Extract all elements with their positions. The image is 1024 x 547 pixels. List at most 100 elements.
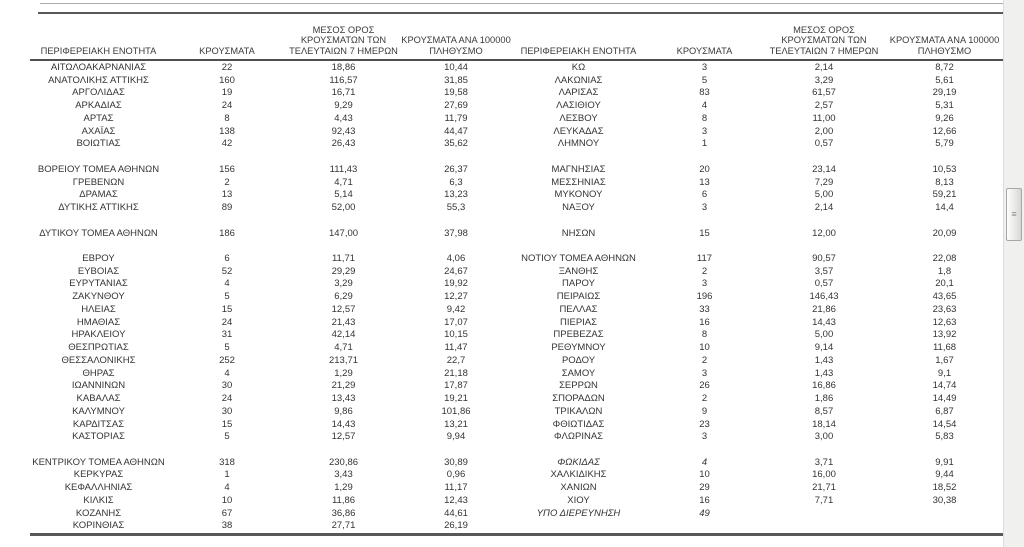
- avg7-cell: 12,57: [331, 303, 356, 315]
- per100k-cell: 29,19: [932, 87, 957, 99]
- region-cell: ΛΗΜΝΟΥ: [557, 138, 600, 150]
- avg7-cell: 5,14: [334, 189, 353, 201]
- table-row: ΔΡΑΜΑΣ 13 5,14 13,23 ΜΥΚΟΝΟΥ 6 5,00 59,21: [30, 189, 1005, 202]
- cases-cell: 33: [699, 303, 710, 315]
- cases-cell: 6: [224, 252, 230, 264]
- cases-cell: 160: [219, 74, 235, 86]
- per100k-cell: 30,89: [444, 456, 468, 468]
- avg7-cell: 11,71: [331, 252, 356, 264]
- scrollbar-thumb[interactable]: ≡: [1006, 188, 1022, 241]
- per100k-cell: [400, 151, 512, 164]
- region-cell: ΚΑΒΑΛΑΣ: [76, 393, 121, 405]
- table-row: ΖΑΚΥΝΘΟΥ 5 6,29 12,27 ΠΕΙΡΑΙΩΣ 196 146,43 43,65: [30, 291, 1005, 304]
- per100k-cell: 35,62: [444, 138, 468, 150]
- table-row: ΓΡΕΒΕΝΩΝ 2 4,71 6,3 ΜΕΣΣΗΝΙΑΣ 13 7,29 8,13: [30, 177, 1005, 190]
- per100k-cell: 9,44: [935, 469, 954, 481]
- table-body: ΑΙΤΩΛΟΑΚΑΡΝΑΝΙΑΣ 22 18,86 10,44 ΚΩ 3 2,14 8,72 Α…: [30, 60, 1005, 537]
- per100k-cell: 19,92: [444, 278, 468, 290]
- table-row: ΕΒΡΟΥ 6 11,71 4,06 ΝΟΤΙΟΥ ΤΟΜΕΑ ΑΘΗΝΩΝ 117 90,…: [30, 253, 1005, 266]
- region-cell: ΠΡΕΒΕΖΑΣ: [553, 329, 604, 341]
- avg7-cell: 1,29: [334, 367, 353, 379]
- per100k-cell: 11,68: [932, 342, 957, 354]
- region-cell: ΘΕΣΣΑΛΟΝΙΚΗΣ: [61, 354, 136, 366]
- per100k-cell: 20,1: [935, 278, 954, 290]
- col-header-per100k-left: ΚΡΟΥΣΜΑΤΑ ΑΝΑ 100000 ΠΛΗΘΥΣΜΟ: [400, 18, 512, 61]
- table-row: ΚΕΦΑΛΛΗΝΙΑΣ 4 1,29 11,17 ΧΑΝΙΩΝ 29 21,71 18,52: [30, 482, 1005, 495]
- region-cell: ΛΕΣΒΟΥ: [559, 112, 598, 124]
- cases-cell: 23: [699, 418, 710, 430]
- cases-cell: 29: [699, 482, 710, 494]
- region-cell: ΑΡΓΟΛΙΔΑΣ: [72, 87, 125, 99]
- per100k-cell: 12,66: [932, 125, 957, 137]
- region-cell: ΝΟΤΙΟΥ ΤΟΜΕΑ ΑΘΗΝΩΝ: [521, 252, 636, 264]
- per100k-cell: 11,17: [444, 482, 468, 494]
- table-row: ΚΙΛΚΙΣ 10 11,86 12,43 ΧΙΟΥ 16 7,71 30,38: [30, 495, 1005, 508]
- per100k-cell: 37,98: [444, 227, 468, 239]
- avg7-cell: 16,71: [331, 87, 356, 99]
- region-cell: ΔΡΑΜΑΣ: [79, 189, 118, 201]
- region-cell: ΤΡΙΚΑΛΩΝ: [554, 405, 603, 417]
- avg7-cell: 1,86: [814, 393, 834, 405]
- avg7-cell: 0,57: [814, 138, 834, 150]
- table-row: ΕΥΒΟΙΑΣ 52 29,29 24,67 ΞΑΝΘΗΣ 2 3,57 1,8: [30, 266, 1005, 279]
- avg7-cell: 9,86: [334, 405, 353, 417]
- per100k-cell: 44,61: [444, 507, 468, 519]
- avg7-cell: 3,71: [814, 456, 834, 468]
- header-row: ΠΕΡΙΦΕΡΕΙΑΚΗ ΕΝΟΤΗΤΑ ΚΡΟΥΣΜΑΤΑ ΜΕΣΟΣ ΟΡΟ…: [30, 18, 1005, 61]
- cases-table-container: ΠΕΡΙΦΕΡΕΙΑΚΗ ΕΝΟΤΗΤΑ ΚΡΟΥΣΜΑΤΑ ΜΕΣΟΣ ΟΡΟ…: [30, 18, 1005, 537]
- cases-cell: 4: [224, 482, 230, 494]
- table-row: ΑΧΑΪΑΣ 138 92,43 44,47 ΛΕΥΚΑΔΑΣ 3 2,00 12,66: [30, 126, 1005, 139]
- header-rule-thick: [38, 12, 1004, 14]
- vertical-scrollbar[interactable]: ≡: [1003, 0, 1024, 547]
- cases-cell: [645, 444, 764, 457]
- avg7-cell: 11,86: [331, 494, 356, 506]
- avg7-cell: 21,43: [331, 316, 356, 328]
- region-cell: ΣΕΡΡΩΝ: [559, 380, 598, 392]
- table-row: ΘΕΣΣΑΛΟΝΙΚΗΣ 252 213,71 22,7 ΡΟΔΟΥ 2 1,43 1,67: [30, 355, 1005, 368]
- cases-cell: 67: [221, 507, 233, 519]
- avg7-cell: [764, 215, 884, 228]
- cases-cell: 19: [221, 87, 233, 99]
- per100k-cell: 12,27: [444, 291, 468, 303]
- avg7-cell: 52,00: [331, 202, 356, 214]
- avg7-cell: [287, 240, 400, 253]
- region-cell: ΑΝΑΤΟΛΙΚΗΣ ΑΤΤΙΚΗΣ: [48, 74, 149, 86]
- avg7-cell: 111,43: [329, 163, 358, 175]
- cases-cell: [167, 151, 287, 164]
- cases-cell: 52: [221, 265, 233, 277]
- cases-cell: 42: [221, 138, 233, 150]
- col-header-region-left: ΠΕΡΙΦΕΡΕΙΑΚΗ ΕΝΟΤΗΤΑ: [30, 18, 167, 61]
- region-cell: ΚΕΝΤΡΙΚΟΥ ΤΟΜΕΑ ΑΘΗΝΩΝ: [32, 456, 165, 468]
- table-row: ΘΗΡΑΣ 4 1,29 21,18 ΣΑΜΟΥ 3 1,43 9,1: [30, 368, 1005, 381]
- avg7-cell: 3,00: [814, 431, 834, 443]
- avg7-cell: 1,43: [814, 354, 834, 366]
- cases-cell: 24: [221, 316, 233, 328]
- cases-cell: 3: [701, 431, 708, 443]
- spacer-row: [30, 444, 1005, 457]
- per100k-cell: 14,74: [932, 380, 957, 392]
- col-header-avg7-right: ΜΕΣΟΣ ΟΡΟΣ ΚΡΟΥΣΜΑΤΩΝ ΤΩΝ ΤΕΛΕΥΤΑΙΩΝ 7 Η…: [764, 18, 884, 61]
- region-cell: [512, 151, 645, 164]
- avg7-cell: [764, 520, 884, 537]
- avg7-cell: 42,14: [331, 329, 356, 341]
- avg7-cell: 116,57: [329, 74, 358, 86]
- table-row: ΚΑΛΥΜΝΟΥ 30 9,86 101,86 ΤΡΙΚΑΛΩΝ 9 8,57 6,87: [30, 406, 1005, 419]
- region-cell: ΠΕΛΛΑΣ: [559, 303, 598, 315]
- avg7-cell: 3,29: [814, 74, 834, 86]
- region-cell: ΧΑΝΙΩΝ: [560, 482, 597, 494]
- table-row: ΗΛΕΙΑΣ 15 12,57 9,42 ΠΕΛΛΑΣ 33 21,86 23,63: [30, 304, 1005, 317]
- region-cell: ΗΛΕΙΑΣ: [81, 303, 116, 315]
- table-row: ΑΝΑΤΟΛΙΚΗΣ ΑΤΤΙΚΗΣ 160 116,57 31,85 ΛΑΚΩΝΙΑΣ…: [30, 75, 1005, 88]
- col-header-cases-right: ΚΡΟΥΣΜΑΤΑ: [645, 18, 764, 61]
- avg7-cell: 36,86: [331, 507, 356, 519]
- region-cell: ΑΡΤΑΣ: [83, 112, 114, 124]
- per100k-cell: 14,54: [932, 418, 957, 430]
- avg7-cell: 147,00: [328, 227, 359, 239]
- cases-cell: 252: [219, 354, 235, 366]
- avg7-cell: 213,71: [328, 354, 359, 366]
- table-row: ΚΕΡΚΥΡΑΣ 1 3,43 0,96 ΧΑΛΚΙΔΙΚΗΣ 10 16,00 9,44: [30, 469, 1005, 482]
- per100k-cell: [884, 151, 1005, 164]
- avg7-cell: 2,57: [814, 100, 834, 112]
- cases-cell: 2: [701, 354, 708, 366]
